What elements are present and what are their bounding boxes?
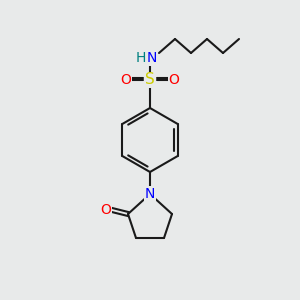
Text: H: H	[136, 51, 146, 65]
Text: O: O	[100, 203, 111, 217]
Text: O: O	[169, 73, 179, 87]
Text: O: O	[121, 73, 131, 87]
Text: N: N	[147, 51, 157, 65]
Text: N: N	[145, 187, 155, 201]
Text: S: S	[145, 73, 155, 88]
